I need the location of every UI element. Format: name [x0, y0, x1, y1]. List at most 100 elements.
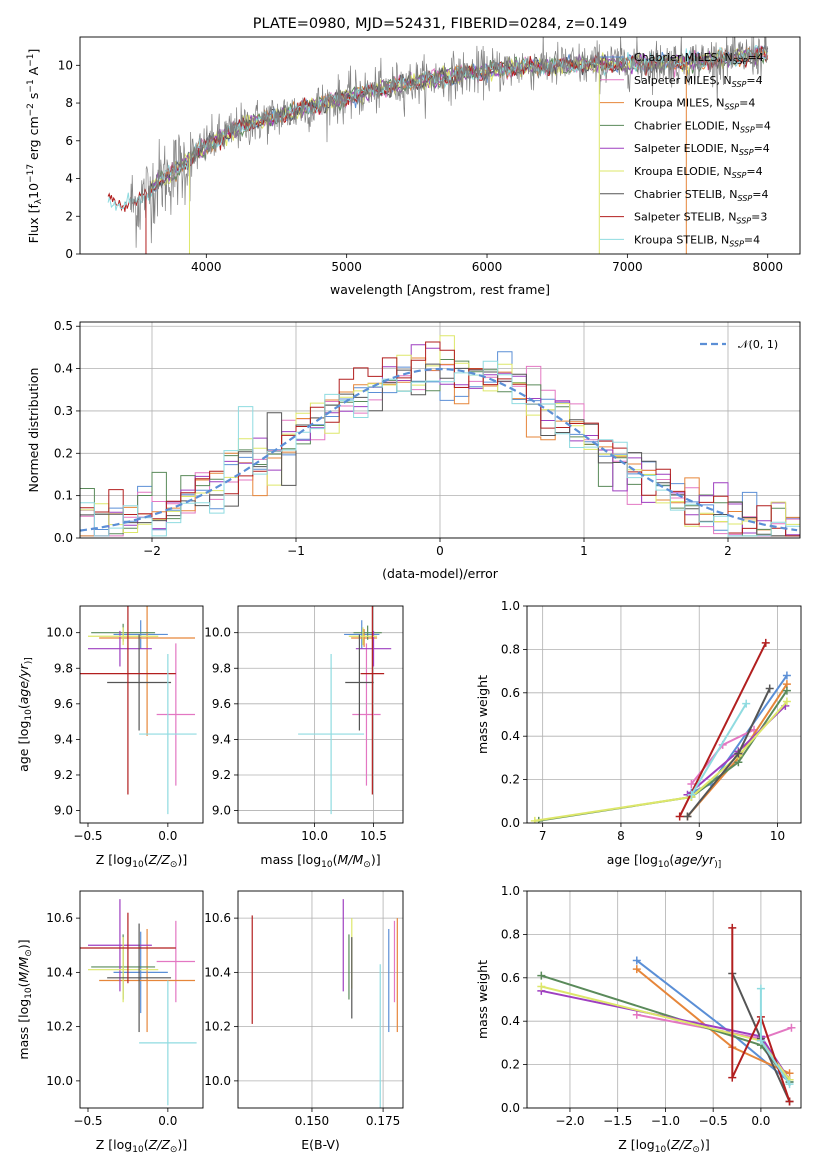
x-tick-label: −0.5: [73, 1114, 102, 1128]
label-part: A: [26, 66, 41, 79]
x-tick-label: 0.175: [366, 1114, 400, 1128]
y-tick-label: 9.6: [54, 697, 73, 711]
legend-nssp: =4: [746, 165, 762, 178]
weight-line: [686, 688, 771, 818]
y-tick-label: 0.1: [54, 489, 73, 503]
label-part: 10: [655, 1145, 667, 1155]
y-tick-label: 10.4: [46, 965, 73, 979]
label-part: λ: [34, 198, 44, 204]
label-part: (: [16, 704, 31, 709]
legend-label: Salpeter MILES, NSSP=4: [634, 74, 763, 89]
legend-name: Salpeter ELODIE, N: [634, 142, 739, 155]
label-part: )]: [24, 657, 34, 664]
y-tick-label: 0.2: [54, 446, 73, 460]
weight-marker: [785, 1097, 794, 1106]
weight-marker: [787, 1023, 796, 1032]
axes-frame: [79, 890, 204, 1109]
label-part: mass [log: [260, 852, 321, 867]
x-tick-label: 8000: [752, 260, 783, 274]
weight-marker: [537, 971, 546, 980]
legend-name: Kroupa ELODIE, N: [634, 165, 732, 178]
label-part: age [log: [607, 852, 658, 867]
axes-frame: [79, 605, 204, 824]
panel-age_vs_mass: 10.0 10.5 9.0 9.2 9.4 9.6 9.8 10.0: [204, 605, 404, 843]
weight-marker: [675, 812, 684, 821]
legend-name: Kroupa MILES, N: [634, 97, 724, 110]
label-part: )]: [371, 852, 381, 867]
panel-mass_vs_ebv: 0.150 0.175 10.0 10.2 10.4 10.6: [204, 890, 404, 1128]
legend-sub: SSP: [739, 148, 754, 157]
label-part: −1: [26, 79, 36, 92]
label-part: 10: [321, 860, 333, 870]
weight-line: [534, 700, 788, 822]
label-part: ⊙: [363, 860, 371, 870]
x-tick-label: −1.0: [651, 1114, 680, 1128]
chart-title: PLATE=0980, MJD=52431, FIBERID=0284, z=0…: [253, 16, 627, 32]
panel-weight_vs_z: −2.0 −1.5 −1.0 −0.5 0.0 0.0 0.2 0.4 0.6 0.8 1.0: [501, 884, 802, 1128]
label-part: 10: [658, 860, 670, 870]
y-tick-label: 9.8: [54, 661, 73, 675]
y-tick-label: 10.0: [204, 626, 231, 640]
label-part: −1: [26, 54, 36, 67]
y-tick-label: 0.6: [501, 971, 520, 985]
x-tick-label: 10.5: [360, 829, 387, 843]
label-part: 10: [132, 860, 144, 870]
x-axis-label: Z [log10(Z/Z⊙)]: [96, 852, 187, 870]
label-part: )]: [700, 1137, 710, 1152]
y-axis-label: Normed distribution: [26, 368, 41, 493]
legend-label: Chabrier STELIB, NSSP=4: [634, 188, 768, 203]
panel-age_vs_z: −0.5 0.0 9.0 9.2 9.4 9.6 9.8 10.0: [46, 605, 204, 843]
x-tick-label: −2.0: [555, 1114, 584, 1128]
weight-marker: [537, 982, 546, 991]
axes-frame: [526, 890, 802, 1109]
x-axis-label: mass [log10(M/M⊙)]: [260, 852, 380, 870]
x-tick-label: 0.0: [158, 1114, 177, 1128]
y-tick-label: 9.2: [212, 768, 231, 782]
x-tick-label: 0.0: [158, 829, 177, 843]
label-part: age/yr: [16, 663, 31, 704]
plot-area: [80, 899, 197, 1106]
legend-label: Kroupa MILES, NSSP=4: [634, 97, 755, 112]
x-tick-label: 8: [617, 829, 625, 843]
label-part: (: [333, 852, 338, 867]
label-part: (: [144, 852, 149, 867]
y-tick-label: 0.0: [501, 816, 520, 830]
gaussian-curve: [80, 367, 798, 532]
plot-area: [80, 322, 800, 538]
x-tick-label: 0: [436, 544, 444, 558]
y-tick-label: 0.5: [54, 319, 73, 333]
y-tick-label: 0.4: [501, 729, 520, 743]
x-tick-label: 10.0: [301, 829, 328, 843]
label-part: 10: [24, 709, 34, 721]
label-part: (: [16, 982, 31, 987]
label-part: ⊙: [170, 860, 178, 870]
y-tick-label: 9.4: [212, 732, 231, 746]
label-part: Z/Z: [670, 1137, 693, 1152]
weight-marker: [734, 749, 743, 758]
label-part: 10: [24, 987, 34, 999]
legend-sub: SSP: [736, 217, 751, 226]
y-tick-label: 0.4: [501, 1014, 520, 1028]
y-tick-label: 9.8: [212, 661, 231, 675]
weight-marker: [687, 790, 696, 799]
y-tick-label: 10.6: [204, 911, 231, 925]
weight-marker: [756, 984, 765, 993]
x-axis-label: (data-model)/error: [382, 566, 499, 581]
x-tick-label: 7: [539, 829, 547, 843]
y-tick-label: 10.0: [204, 1074, 231, 1088]
label-part: Z/Z: [148, 1137, 171, 1152]
y-tick-label: 0.8: [501, 927, 520, 941]
panel-weight_vs_age: 7 8 9 10 0.0 0.2 0.4 0.6 0.8 1.0: [501, 599, 802, 843]
x-tick-label: −1.5: [603, 1114, 632, 1128]
x-tick-label: 6000: [472, 260, 503, 274]
label-part: )]: [177, 852, 187, 867]
y-tick-label: 9.6: [212, 697, 231, 711]
plot-area: [107, 37, 769, 254]
legend-label: Salpeter STELIB, NSSP=3: [634, 211, 767, 226]
y-tick-label: 10: [58, 58, 73, 72]
x-tick-label: 5000: [331, 260, 362, 274]
weight-marker: [765, 684, 774, 693]
x-tick-label: 1: [580, 544, 588, 558]
legend-nssp: =4: [744, 233, 760, 246]
